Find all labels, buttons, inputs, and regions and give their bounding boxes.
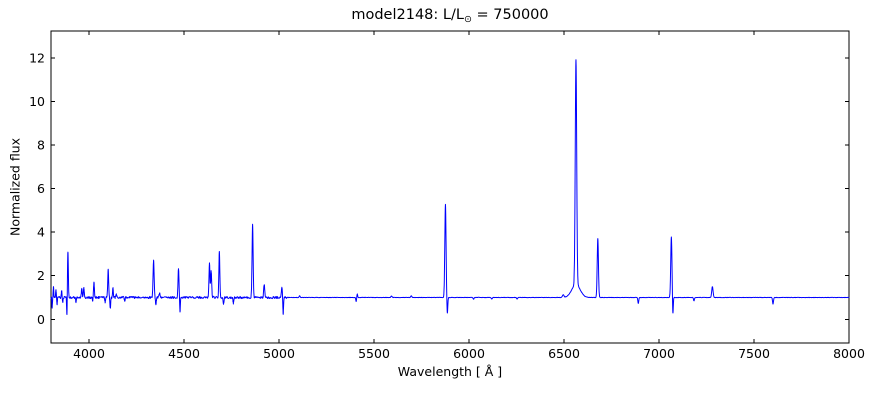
x-axis-label: Wavelength [ Å ] bbox=[397, 364, 503, 379]
y-tick-label: 8 bbox=[37, 138, 45, 153]
spectrum-line bbox=[50, 59, 850, 316]
x-tick-label: 5000 bbox=[263, 346, 295, 361]
x-tick-label: 5500 bbox=[358, 346, 390, 361]
plot-title-text: model2148: L/L bbox=[351, 7, 464, 23]
x-tick-label: 4500 bbox=[168, 346, 200, 361]
x-tick-label: 8000 bbox=[833, 346, 865, 361]
y-axis-label: Normalized flux bbox=[7, 137, 23, 237]
x-tick-label: 6000 bbox=[453, 346, 485, 361]
y-tick-label: 0 bbox=[37, 312, 45, 327]
y-tick-label: 10 bbox=[29, 94, 45, 109]
y-tick-label: 2 bbox=[37, 268, 45, 283]
sun-symbol: ⊙ bbox=[463, 14, 472, 25]
y-tick-label: 12 bbox=[29, 50, 45, 65]
x-tick-label: 4000 bbox=[73, 346, 105, 361]
x-tick-label: 6500 bbox=[548, 346, 580, 361]
x-tick-label: 7500 bbox=[738, 346, 770, 361]
y-tick-label: 6 bbox=[37, 181, 45, 196]
plot-title-value: = 750000 bbox=[471, 7, 549, 23]
y-tick-label: 4 bbox=[37, 225, 45, 240]
plot-frame bbox=[50, 30, 850, 344]
plot-title: model2148: L/L⊙ = 750000 bbox=[51, 7, 849, 25]
x-tick-label: 7000 bbox=[643, 346, 675, 361]
